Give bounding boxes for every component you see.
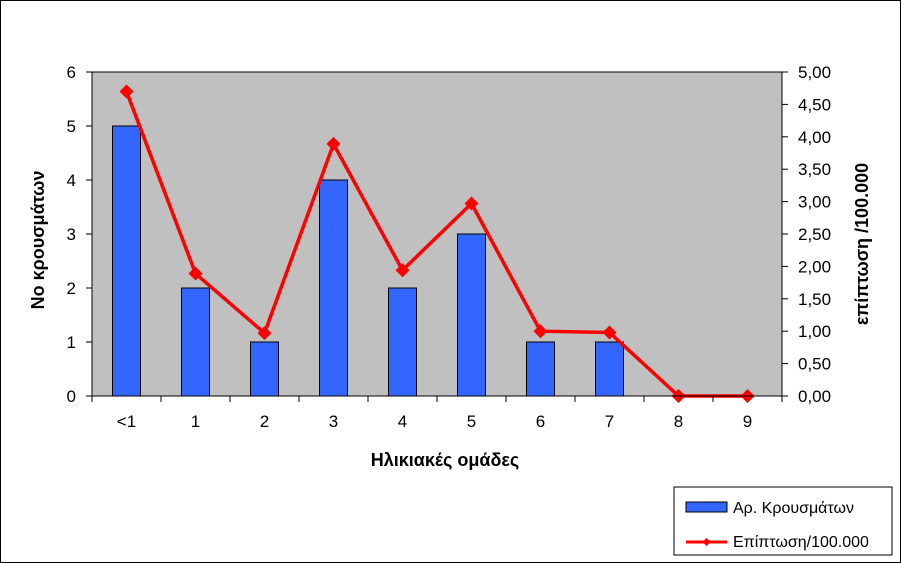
y2-tick-label: 0,50 xyxy=(798,355,831,374)
y2-axis-title: επίπτωση /100.000 xyxy=(852,163,872,325)
x-tick-label: 6 xyxy=(536,412,545,431)
y-tick-label: 2 xyxy=(67,279,76,298)
line-series xyxy=(119,84,755,403)
legend-bar-swatch xyxy=(685,501,728,513)
legend-line-marker xyxy=(702,538,711,546)
x-tick-label: 5 xyxy=(467,412,476,431)
y2-tick-label: 1,00 xyxy=(798,322,831,341)
y2-tick-label: 3,50 xyxy=(798,160,831,179)
bar xyxy=(181,287,210,397)
y2-tick-label: 2,50 xyxy=(798,225,831,244)
bar xyxy=(112,125,141,397)
y2-tick-label: 0,00 xyxy=(798,387,831,406)
x-axis-ticks: <1 1 2 3 4 5 6 7 8 9 xyxy=(91,396,783,431)
line-point xyxy=(326,136,341,151)
bar xyxy=(388,287,417,397)
x-tick-label: 3 xyxy=(329,412,338,431)
y-tick-label: 0 xyxy=(67,387,76,406)
y-tick-label: 6 xyxy=(67,63,76,82)
legend-box xyxy=(673,486,893,556)
y2-tick-label: 5,00 xyxy=(798,63,831,82)
x-tick-label: 7 xyxy=(605,412,614,431)
bar xyxy=(250,341,279,397)
legend: Αρ. Κρουσμάτων Επίπτωση/100.000 xyxy=(673,486,893,556)
x-tick-label: 2 xyxy=(260,412,269,431)
bar xyxy=(319,179,348,397)
y-tick-label: 4 xyxy=(67,171,76,190)
y2-tick-label: 4,50 xyxy=(798,95,831,114)
line-point xyxy=(188,266,203,281)
y-axis-title: Νο κρουσμάτων xyxy=(28,171,48,310)
x-axis-title: Ηλικιακές ομάδες xyxy=(371,450,520,470)
line-point xyxy=(533,324,548,339)
y-tick-label: 3 xyxy=(67,225,76,244)
x-tick-label: 4 xyxy=(398,412,407,431)
y-tick-label: 5 xyxy=(67,117,76,136)
series-line xyxy=(124,90,748,398)
bar xyxy=(457,233,486,397)
bar-series xyxy=(112,125,624,397)
x-tick-label: <1 xyxy=(117,412,136,431)
right-axis-ticks: 0,00 0,50 1,00 1,50 2,00 2,50 3,00 3,50 4,00 4,50… xyxy=(782,63,831,406)
line-point xyxy=(257,326,272,341)
y2-tick-label: 1,50 xyxy=(798,290,831,309)
x-tick-label: 1 xyxy=(191,412,200,431)
line-point xyxy=(119,84,134,99)
y2-tick-label: 4,00 xyxy=(798,128,831,147)
bar xyxy=(595,341,624,397)
left-axis-ticks: 0 1 2 3 4 5 6 xyxy=(67,63,92,406)
bar xyxy=(526,341,555,397)
line-point xyxy=(602,325,617,340)
y2-tick-label: 3,00 xyxy=(798,193,831,212)
x-tick-label: 9 xyxy=(743,412,752,431)
legend-line-label: Επίπτωση/100.000 xyxy=(733,534,869,551)
y-tick-label: 1 xyxy=(67,333,76,352)
line-point xyxy=(464,196,479,211)
x-tick-label: 8 xyxy=(674,412,683,431)
legend-bar-label: Αρ. Κρουσμάτων xyxy=(733,500,854,517)
y2-tick-label: 2,00 xyxy=(798,257,831,276)
line-point xyxy=(395,263,410,278)
